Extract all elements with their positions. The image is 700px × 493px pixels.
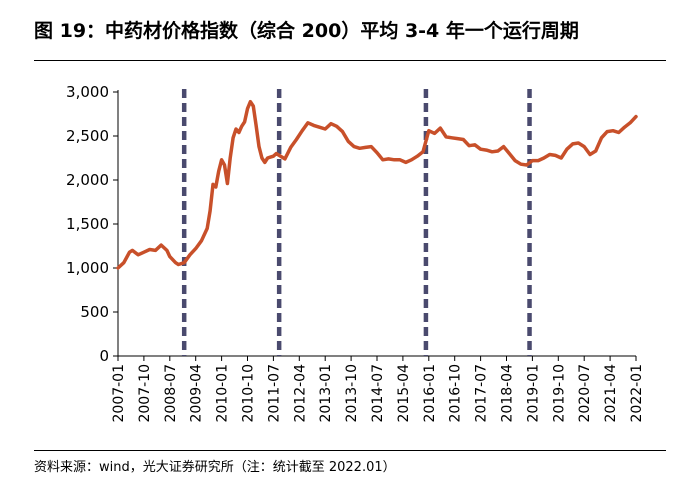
x-tick-label: 2019-01 xyxy=(525,364,541,423)
y-tick-label: 3,000 xyxy=(66,83,109,101)
x-tick-label: 2015-04 xyxy=(396,364,412,423)
x-tick-label: 2007-10 xyxy=(137,364,153,423)
y-tick-label: 1,500 xyxy=(66,215,109,233)
x-tick-label: 2011-07 xyxy=(266,364,282,423)
y-tick-label: 500 xyxy=(80,303,109,321)
series-line xyxy=(116,99,638,270)
x-tick-label: 2013-01 xyxy=(318,364,334,423)
y-axis: 0 500 1,000 1,500 2,000 2,500 3,000 xyxy=(66,83,119,365)
x-tick-label: 2007-01 xyxy=(111,364,127,423)
x-tick-label: 2012-04 xyxy=(292,364,308,423)
x-tick-label: 2016-01 xyxy=(422,364,438,423)
x-tick-label: 2017-07 xyxy=(474,364,490,423)
x-tick-label: 2009-04 xyxy=(189,364,205,423)
y-tick-label: 0 xyxy=(99,347,109,365)
x-tick-label: 2014-07 xyxy=(370,364,386,423)
x-tick-label: 2013-10 xyxy=(344,364,360,423)
x-tick-label: 2016-10 xyxy=(448,364,464,423)
x-tick-label: 2010-10 xyxy=(241,364,257,423)
x-tick-label: 2021-04 xyxy=(603,364,619,423)
source-note: 资料来源：wind，光大证券研究所（注：统计截至 2022.01） xyxy=(34,460,396,475)
x-tick-label: 2019-10 xyxy=(551,364,567,423)
x-tick-label: 2018-04 xyxy=(500,364,516,423)
y-tick-label: 2,000 xyxy=(66,171,109,189)
source-rule xyxy=(34,450,666,451)
x-tick-label: 2020-07 xyxy=(577,364,593,423)
cycle-markers xyxy=(181,89,532,356)
x-tick-label: 2008-07 xyxy=(163,364,179,423)
x-axis: 2007-01 2007-10 2008-07 2009-04 2010-01 2010-… xyxy=(111,355,645,423)
chart-title: 图 19：中药材价格指数（综合 200）平均 3-4 年一个运行周期 xyxy=(34,20,579,42)
y-tick-label: 1,000 xyxy=(66,259,109,277)
price-index-series xyxy=(116,99,638,270)
title-rule xyxy=(34,60,666,61)
y-tick-label: 2,500 xyxy=(66,127,109,145)
x-tick-label: 2022-01 xyxy=(629,364,645,423)
x-tick-label: 2010-01 xyxy=(215,364,231,423)
